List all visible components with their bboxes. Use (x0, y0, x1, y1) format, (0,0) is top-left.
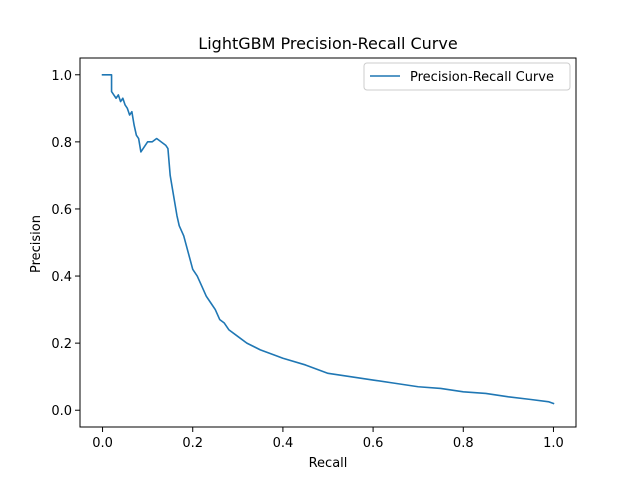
y-tick-label: 0.8 (51, 136, 72, 151)
x-tick-label: 0.6 (363, 436, 384, 451)
x-tick-label: 0.4 (273, 436, 294, 451)
axes-frame (79, 57, 577, 428)
y-tick-label: 0.4 (51, 270, 72, 285)
y-axis-ticks: 0.0 0.2 0.4 0.6 0.8 1.0 (51, 69, 80, 419)
legend-box (363, 62, 571, 91)
y-axis-label: Precision (29, 215, 44, 273)
x-tick-label: 0.2 (182, 436, 203, 451)
series-line (101, 73, 555, 405)
x-tick-label: 0.8 (453, 436, 474, 451)
legend-label: Precision-Recall Curve (410, 70, 554, 85)
y-tick-label: 0.6 (51, 203, 72, 218)
y-tick-label: 0.0 (51, 404, 72, 419)
x-tick-label: 1.0 (543, 436, 564, 451)
y-tick-label: 0.2 (51, 337, 72, 352)
x-axis-label: Recall (309, 456, 348, 471)
legend: Precision-Recall Curve (363, 62, 571, 91)
x-tick-label: 0.0 (92, 436, 113, 451)
x-axis-ticks: 0.0 0.2 0.4 0.6 0.8 1.0 (92, 427, 564, 451)
y-tick-label: 1.0 (51, 69, 72, 84)
plot-area (101, 73, 555, 405)
chart-title: LightGBM Precision-Recall Curve (198, 34, 457, 53)
